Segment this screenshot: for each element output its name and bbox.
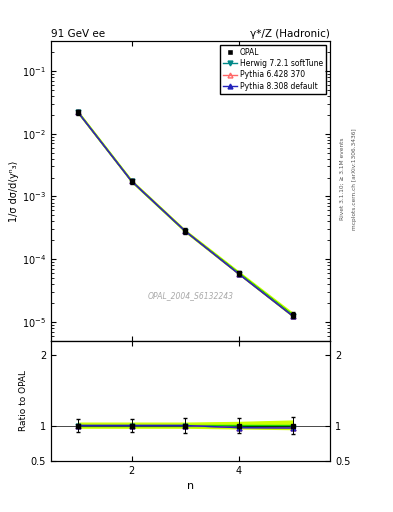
X-axis label: n: n — [187, 481, 194, 491]
Y-axis label: Ratio to OPAL: Ratio to OPAL — [19, 370, 28, 431]
Y-axis label: 1/σ dσ/d⟨yⁿ₃⟩: 1/σ dσ/d⟨yⁿ₃⟩ — [9, 160, 19, 222]
Text: γ*/Z (Hadronic): γ*/Z (Hadronic) — [250, 29, 330, 39]
Text: OPAL_2004_S6132243: OPAL_2004_S6132243 — [148, 291, 233, 301]
Legend: OPAL, Herwig 7.2.1 softTune, Pythia 6.428 370, Pythia 8.308 default: OPAL, Herwig 7.2.1 softTune, Pythia 6.42… — [220, 45, 326, 94]
Text: mcplots.cern.ch [arXiv:1306.3436]: mcplots.cern.ch [arXiv:1306.3436] — [352, 129, 357, 230]
Text: Rivet 3.1.10; ≥ 3.1M events: Rivet 3.1.10; ≥ 3.1M events — [340, 138, 345, 221]
Text: 91 GeV ee: 91 GeV ee — [51, 29, 105, 39]
